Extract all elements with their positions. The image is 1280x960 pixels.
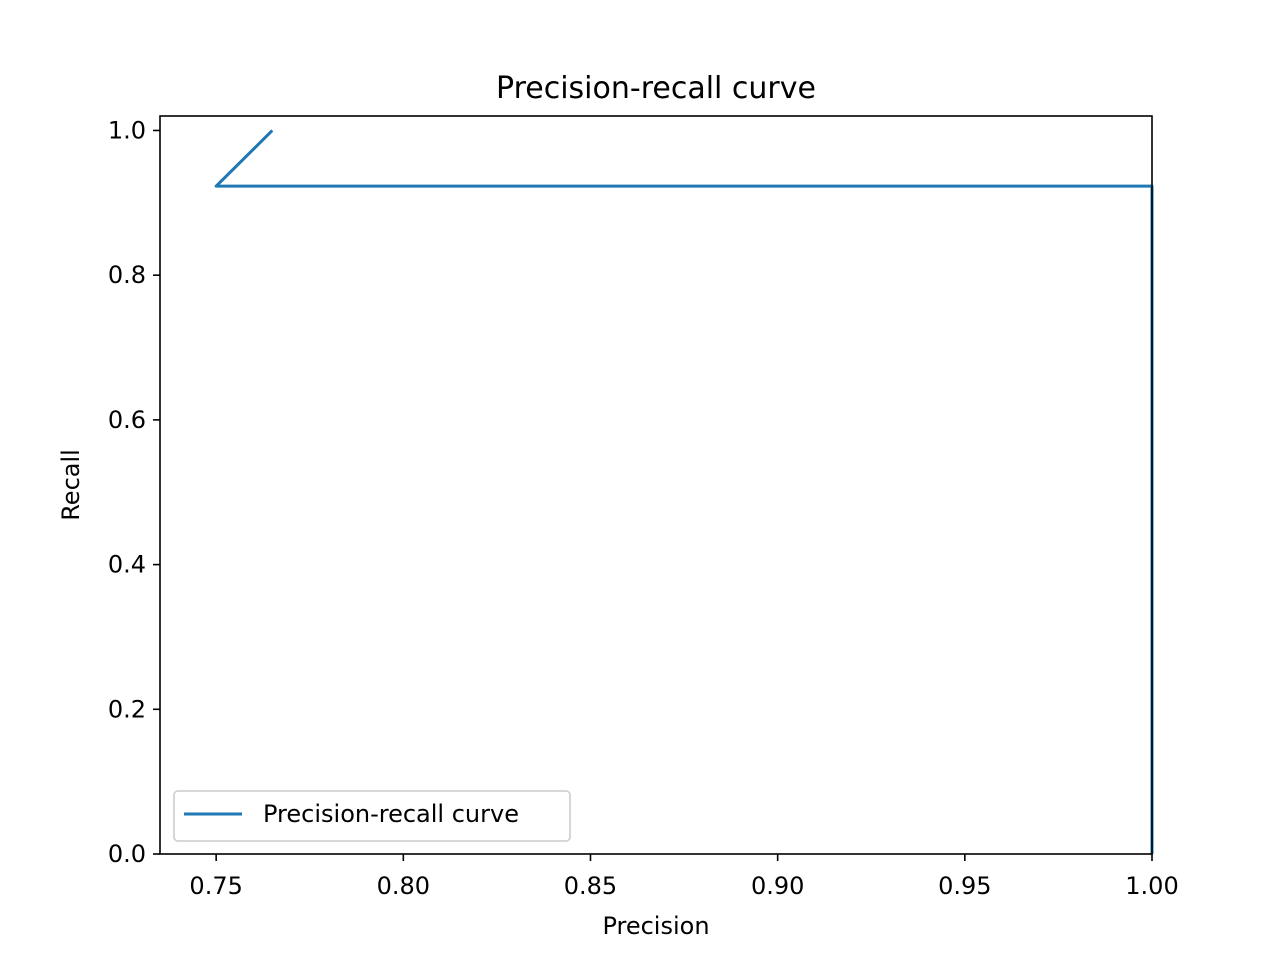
chart-title: Precision-recall curve xyxy=(496,71,816,106)
x-tick-label: 0.85 xyxy=(564,872,617,900)
x-tick-label: 0.80 xyxy=(377,872,430,900)
y-tick-label: 0.2 xyxy=(108,695,146,723)
y-tick-label: 0.6 xyxy=(108,406,146,434)
plot-area xyxy=(160,116,1152,854)
legend: Precision-recall curve xyxy=(173,790,571,842)
x-tick-label: 1.00 xyxy=(1125,872,1178,900)
legend-box xyxy=(173,790,571,842)
y-tick-label: 1.0 xyxy=(108,116,146,144)
x-tick-label: 0.90 xyxy=(751,872,804,900)
legend-entry-label: Precision-recall curve xyxy=(263,800,519,828)
y-tick-label: 0.4 xyxy=(108,551,146,579)
plot-frame xyxy=(159,115,1153,855)
y-tick-label: 0.8 xyxy=(108,261,146,289)
x-axis-ticks: 0.75 0.80 0.85 0.90 0.95 1.00 xyxy=(189,854,1179,900)
y-axis-label: Recall xyxy=(57,449,85,521)
x-tick-label: 0.75 xyxy=(189,872,242,900)
y-tick-label: 0.0 xyxy=(108,840,146,868)
x-axis-label: Precision xyxy=(602,912,709,940)
y-axis-ticks: 0.0 0.2 0.4 0.6 0.8 1.0 xyxy=(108,116,160,868)
x-tick-label: 0.95 xyxy=(938,872,991,900)
plot-background xyxy=(160,116,1152,854)
